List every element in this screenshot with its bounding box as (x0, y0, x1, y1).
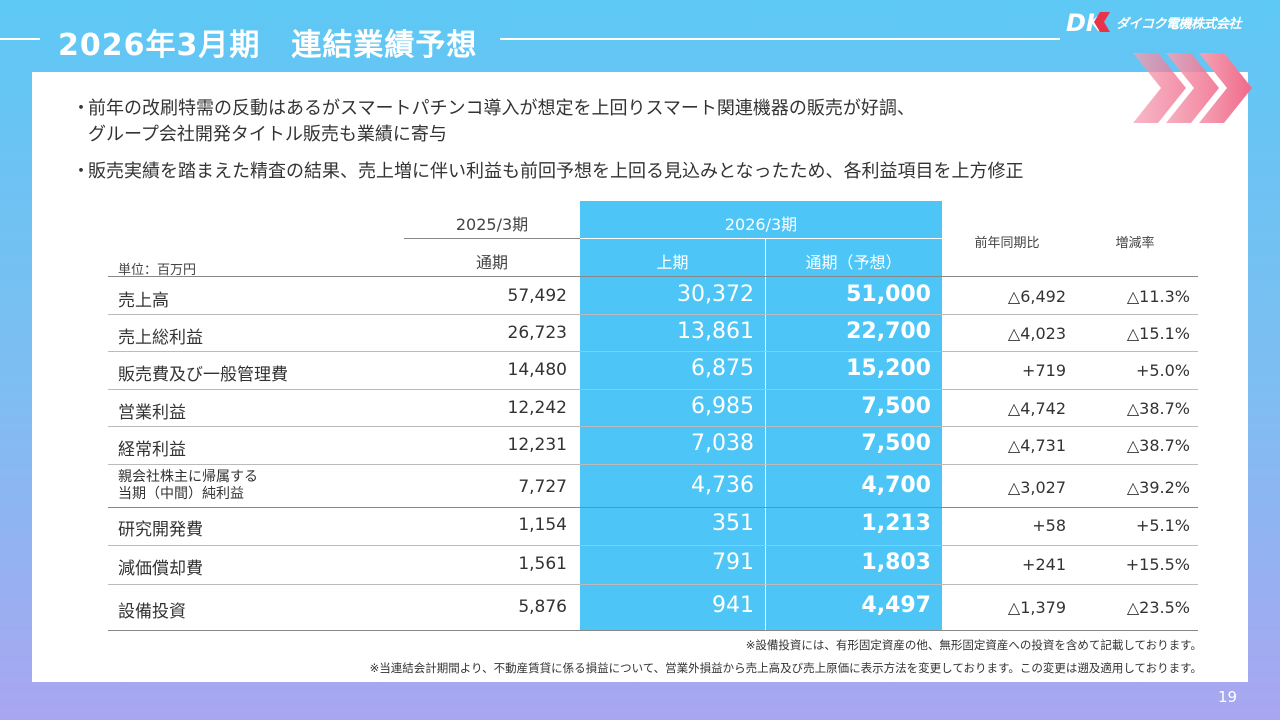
cell-yoy: △1,379 (1007, 598, 1066, 617)
cell-rate: +5.1% (1135, 516, 1190, 535)
cell-h1-2026: 30,372 (677, 282, 754, 307)
chevron-decoration-icon (1133, 53, 1252, 123)
cell-fy2025: 1,154 (518, 515, 567, 535)
cell-yoy: +719 (1022, 361, 1066, 380)
group-header-2025: 2025/3期 (455, 215, 529, 234)
row-divider (108, 314, 1198, 315)
cell-fy2025: 12,231 (507, 435, 567, 455)
cell-fy2025: 5,876 (518, 597, 567, 617)
company-logo: DK ダイコク電機株式会社 (1066, 8, 1256, 36)
bullet-list: ・前年の改刷特需の反動はあるがスマートパチンコ導入が想定を上回りスマート関連機器… (72, 96, 1023, 185)
cell-fy2026: 7,500 (861, 394, 931, 419)
section-divider (108, 507, 1198, 508)
row-divider (108, 545, 1198, 546)
company-name: ダイコク電機株式会社 (1116, 16, 1242, 32)
cell-h1-2026: 13,861 (677, 319, 754, 344)
bullet-item-continued: グループ会社開発タイトル販売も業績に寄与 (88, 124, 447, 145)
row-divider (108, 584, 1198, 585)
bullet-item: ・前年の改刷特需の反動はあるがスマートパチンコ導入が想定を上回りスマート関連機器… (72, 98, 915, 119)
cell-yoy: +241 (1022, 555, 1066, 574)
row-divider (108, 351, 1198, 352)
row-divider (108, 389, 1198, 390)
row-label: 減価償却費 (118, 559, 203, 579)
row-divider (108, 464, 1198, 465)
cell-rate: △23.5% (1126, 598, 1190, 617)
row-label: 営業利益 (118, 403, 186, 423)
cell-rate: △15.1% (1126, 324, 1190, 343)
cell-fy2026: 1,803 (861, 550, 931, 575)
row-label: 経常利益 (118, 440, 186, 460)
cell-yoy: △4,023 (1007, 324, 1066, 343)
cell-rate: +15.5% (1125, 555, 1190, 574)
column-divider (765, 238, 766, 630)
row-label: 設備投資 (118, 602, 186, 622)
group-underline (404, 238, 580, 239)
row-label: 販売費及び一般管理費 (118, 365, 288, 385)
col-header-yoy: 前年同期比 (974, 236, 1040, 251)
cell-fy2026: 4,700 (861, 473, 931, 498)
bullet-item: ・販売実績を踏まえた精査の結果、売上増に伴い利益も前回予想を上回る見込みとなった… (72, 161, 1024, 182)
cell-yoy: △4,742 (1007, 399, 1066, 418)
cell-h1-2026: 6,985 (691, 394, 754, 419)
dk-logo-icon: DK (1066, 9, 1110, 36)
cell-fy2025: 1,561 (518, 554, 567, 574)
cell-fy2026: 15,200 (846, 356, 931, 381)
header-rule-right (500, 38, 1060, 40)
unit-label: 単位：百万円 (118, 263, 197, 278)
cell-yoy: +58 (1032, 516, 1066, 535)
footnote-capex: ※設備投資には、有形固定資産の他、無形固定資産への投資を含めて記載しております。 (745, 638, 1202, 652)
cell-yoy: △6,492 (1007, 287, 1066, 306)
cell-fy2025: 26,723 (507, 323, 567, 343)
cell-rate: △39.2% (1126, 478, 1190, 497)
cell-fy2025: 57,492 (507, 286, 567, 306)
col-header-2026-1h: 上期 (656, 253, 689, 272)
group-header-2026: 2026/3期 (724, 215, 798, 234)
cell-h1-2026: 6,875 (691, 356, 754, 381)
cell-fy2025: 12,242 (507, 398, 567, 418)
cell-fy2026: 22,700 (846, 319, 931, 344)
header-rule-left (0, 38, 40, 40)
cell-rate: △38.7% (1126, 436, 1190, 455)
row-label: 研究開発費 (118, 520, 203, 540)
cell-fy2026: 51,000 (846, 282, 931, 307)
row-label: 売上高 (118, 291, 169, 311)
cell-yoy: △4,731 (1007, 436, 1066, 455)
col-header-2026-fy: 通期（予想） (805, 253, 902, 272)
cell-yoy: △3,027 (1007, 478, 1066, 497)
cell-fy2025: 14,480 (507, 360, 567, 380)
cell-fy2025: 7,727 (518, 477, 567, 497)
col-header-rate: 増減率 (1115, 236, 1155, 251)
cell-h1-2026: 351 (712, 511, 754, 536)
cell-rate: △11.3% (1126, 287, 1190, 306)
cell-fy2026: 4,497 (861, 593, 931, 618)
table-bottom-rule (108, 630, 1198, 631)
cell-h1-2026: 941 (712, 593, 754, 618)
col-header-2025-fy: 通期 (475, 253, 508, 272)
cell-h1-2026: 791 (712, 550, 754, 575)
cell-rate: △38.7% (1126, 399, 1190, 418)
cell-h1-2026: 4,736 (691, 473, 754, 498)
row-label-net-income: 親会社株主に帰属する 当期（中間）純利益 (118, 469, 258, 502)
row-label: 売上総利益 (118, 328, 203, 348)
cell-h1-2026: 7,038 (691, 431, 754, 456)
page-title: 2026年3月期 連結業績予想 (58, 28, 478, 63)
footnote-accounting-change: ※当連結会計期間より、不動産賃貸に係る損益について、営業外損益から売上高及び売上… (369, 661, 1202, 675)
page-number: 19 (1218, 688, 1238, 706)
cell-fy2026: 7,500 (861, 431, 931, 456)
cell-rate: +5.0% (1135, 361, 1190, 380)
fy2026-highlight-column (580, 201, 942, 630)
row-divider (108, 426, 1198, 427)
cell-fy2026: 1,213 (861, 511, 931, 536)
table-header-rule (108, 276, 1198, 277)
header-divider (580, 238, 942, 239)
